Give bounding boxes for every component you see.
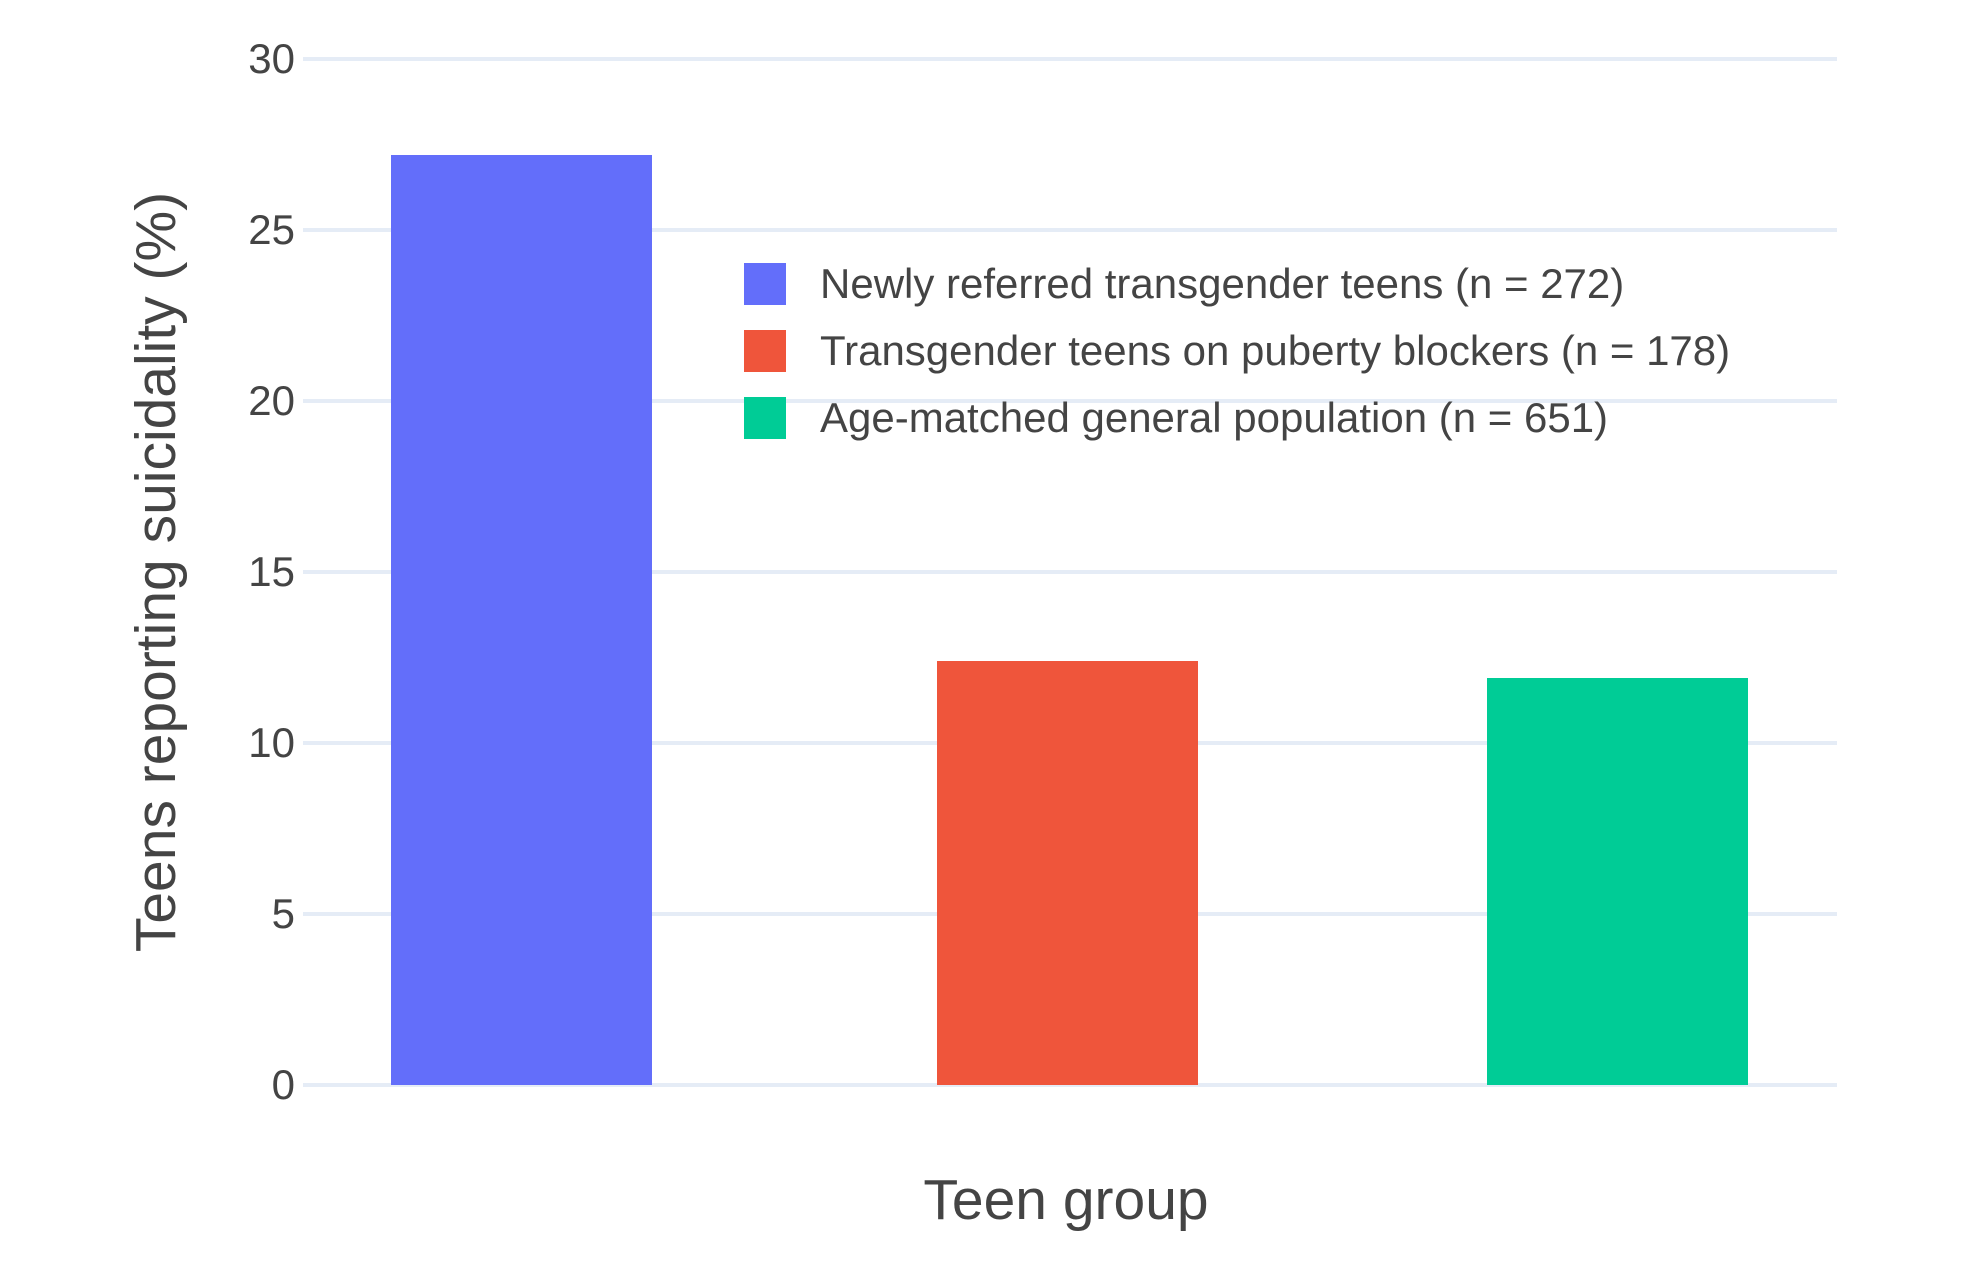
y-tick-label: 0	[271, 1061, 295, 1108]
legend-label: Newly referred transgender teens (n = 27…	[820, 259, 1625, 307]
bar-age-matched-general-population[interactable]	[1487, 678, 1748, 1085]
legend-item-transgender-teens-on-puberty-blockers[interactable]: Transgender teens on puberty blockers (n…	[744, 317, 1730, 384]
gridline	[303, 57, 1837, 61]
gridline	[303, 570, 1837, 574]
legend: Newly referred transgender teens (n = 27…	[744, 250, 1730, 451]
y-tick-label: 15	[248, 548, 295, 595]
bar-newly-referred-transgender-teens[interactable]	[390, 154, 652, 1085]
y-axis-title: Teens reporting suicidality (%)	[124, 191, 188, 953]
zero-line	[303, 1083, 1837, 1087]
plot-area	[303, 57, 1837, 1087]
y-tick-label: 5	[271, 890, 295, 937]
gridline	[303, 228, 1837, 232]
legend-item-age-matched-general-population[interactable]: Age-matched general population (n = 651)	[744, 384, 1730, 451]
gridline	[303, 399, 1837, 403]
y-tick-label: 25	[248, 206, 295, 253]
legend-label: Transgender teens on puberty blockers (n…	[820, 326, 1731, 374]
bar-transgender-teens-on-puberty-blockers[interactable]	[937, 660, 1198, 1085]
legend-swatch-icon	[744, 262, 786, 305]
legend-swatch-icon	[744, 329, 786, 372]
legend-item-newly-referred-transgender-teens[interactable]: Newly referred transgender teens (n = 27…	[744, 250, 1730, 317]
legend-label: Age-matched general population (n = 651)	[820, 393, 1609, 441]
y-tick-label: 30	[248, 35, 295, 82]
y-tick-label: 10	[248, 719, 295, 766]
legend-swatch-icon	[744, 396, 786, 439]
y-tick-label: 20	[248, 377, 295, 424]
x-axis-title: Teen group	[923, 1168, 1209, 1232]
